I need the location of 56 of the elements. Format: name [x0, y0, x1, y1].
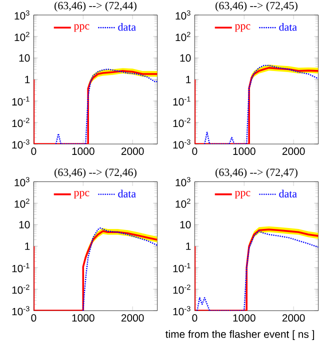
y-tick-label: 10$^{3}$: [14, 10, 30, 20]
x-tick-label: 2000: [121, 148, 144, 155]
y-tick-label: 10$^{-1}$: [12, 96, 30, 106]
chart-title: (63,46) --> (72,45): [216, 2, 298, 12]
legend-label: ppc: [234, 190, 250, 198]
chart-title: (63,46) --> (72,46): [54, 168, 136, 178]
legend-label: data: [279, 23, 297, 31]
x-tick-label: 1000: [72, 314, 94, 322]
y-tick-label: 10$^{-3}$: [12, 139, 30, 149]
y-tick-label: 10$^{-3}$: [173, 306, 190, 316]
y-tick-label: 10$^{2}$: [176, 198, 190, 208]
chart-title: (63,46) --> (72,47): [216, 168, 298, 178]
line-series: [55, 68, 158, 144]
line-series: [82, 227, 158, 311]
legend-label: data: [279, 190, 297, 198]
y-tick-label: 10$^{2}$: [14, 198, 30, 208]
y-tick-label: 10$^{2}$: [14, 32, 30, 42]
y-tick-label: 10$^{-1}$: [173, 96, 190, 106]
y-tick-label: 10$^{-2}$: [173, 118, 190, 128]
y-tick-label: 10$^{-3}$: [12, 306, 30, 316]
x-tick-label: 1000: [233, 314, 256, 322]
y-tick-label: 10$^{-1}$: [173, 263, 190, 272]
y-tick-label: 10: [19, 54, 30, 62]
chart-title: (63,46) --> (72,44): [54, 2, 136, 12]
y-tick-label: 10$^{-2}$: [12, 118, 30, 128]
y-tick-label: 10: [180, 221, 191, 228]
y-tick-label: 10$^{-2}$: [173, 284, 190, 294]
y-tick-label: 10$^{3}$: [176, 177, 190, 186]
x-tick-label: 2000: [121, 314, 144, 322]
y-tick-label: 1: [25, 76, 30, 84]
x-tick-label: 0: [192, 148, 198, 155]
y-tick-label: 10$^{2}$: [176, 32, 190, 42]
y-tick-label: 10$^{-2}$: [12, 284, 30, 294]
x-tick-label: 0: [31, 314, 36, 322]
x-tick-label: 1000: [72, 148, 94, 155]
y-tick-label: 10: [180, 54, 191, 62]
y-tick-label: 10$^{3}$: [176, 10, 190, 20]
x-tick-label: 0: [192, 314, 198, 322]
x-tick-label: 2000: [282, 314, 305, 322]
line-series: [34, 230, 158, 311]
y-tick-label: 10: [19, 221, 30, 228]
legend-label: data: [118, 190, 136, 198]
y-tick-label: 10$^{-1}$: [12, 263, 30, 272]
x-tick-label: 0: [31, 148, 36, 155]
y-tick-label: 1: [186, 76, 191, 84]
y-tick-label: 10$^{-3}$: [173, 139, 190, 149]
x-tick-label: 1000: [233, 148, 256, 155]
legend-label: ppc: [74, 24, 90, 32]
legend-label: ppc: [74, 190, 90, 198]
y-tick-label: 1: [25, 242, 30, 250]
legend-label: ppc: [234, 24, 250, 32]
x-tick-label: 2000: [282, 148, 305, 155]
y-tick-label: 1: [186, 242, 191, 250]
y-tick-label: 10$^{3}$: [14, 177, 30, 186]
x-axis-title: time from the flasher event [ ns ]: [166, 330, 314, 340]
legend-label: data: [118, 23, 136, 31]
